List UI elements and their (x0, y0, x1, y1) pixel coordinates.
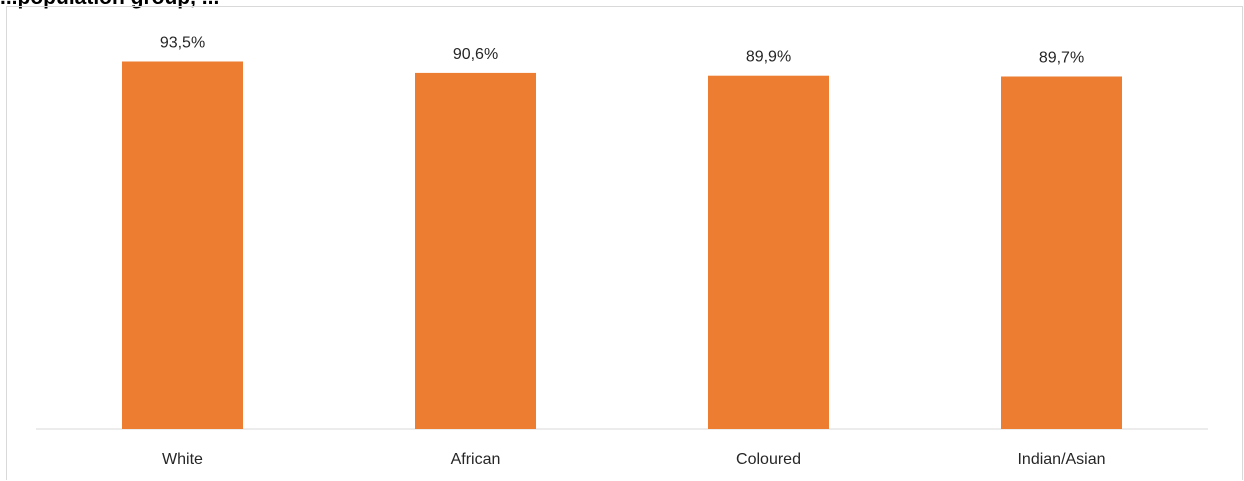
x-tick-label-indian-asian: Indian/Asian (1017, 451, 1105, 468)
bar-indian-asian (1001, 76, 1122, 429)
bars-group (122, 61, 1122, 430)
data-label-african: 90,6% (453, 46, 498, 63)
bar-african (415, 72, 536, 430)
data-label-coloured: 89,9% (746, 49, 791, 66)
chart-title-cut: ...population group, ... (0, 0, 219, 8)
x-tick-label-coloured: Coloured (736, 451, 801, 468)
x-tick-label-white: White (162, 451, 203, 468)
bar-coloured (708, 75, 829, 429)
chart-frame (6, 6, 1243, 480)
x-tick-label-african: African (451, 451, 501, 468)
data-labels-group: 93,5% 90,6% 89,9% 89,7% (160, 35, 1084, 67)
data-label-indian-asian: 89,7% (1039, 50, 1084, 67)
bar-white (122, 61, 243, 429)
data-label-white: 93,5% (160, 35, 205, 52)
x-tick-labels-group: White African Coloured Indian/Asian (162, 451, 1105, 468)
